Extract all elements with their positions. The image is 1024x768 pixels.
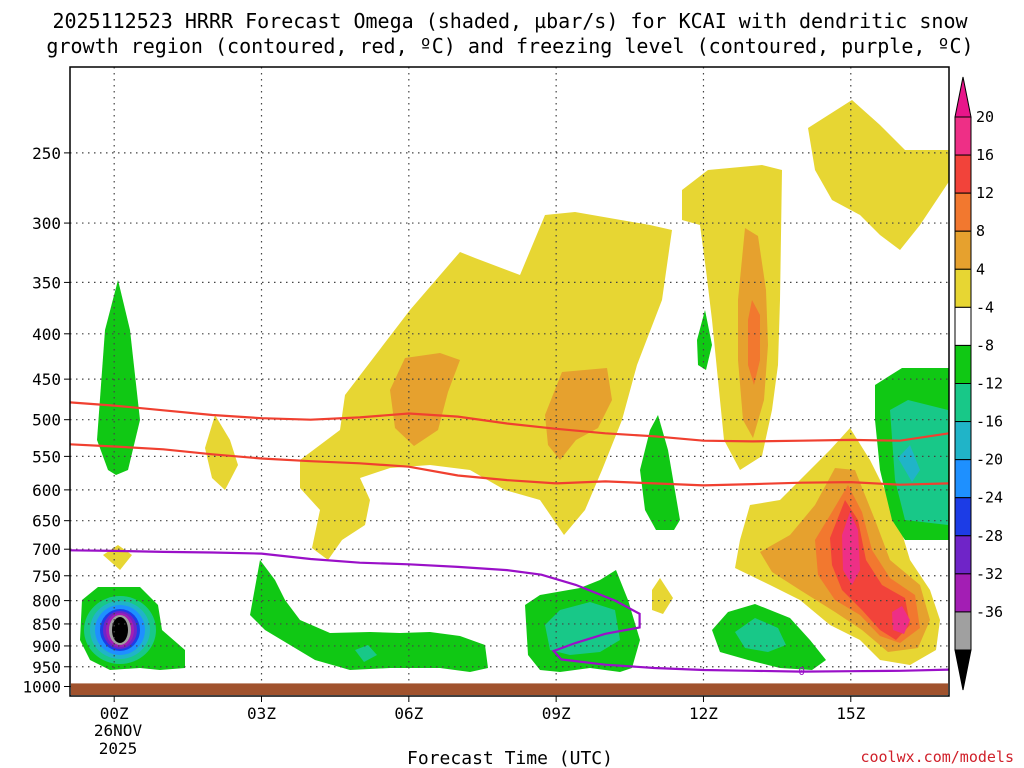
x-tick-label: 03Z	[247, 704, 276, 723]
y-tick-label: 350	[32, 273, 61, 292]
colorbar: 20 16 12 8 4 -4 -8 -12 -16 -20 -24 -28 -32 -36	[954, 76, 1003, 691]
colorbar-band	[954, 230, 972, 270]
y-tick-label: 600	[32, 481, 61, 500]
y-axis-ticks: 250 300 350 400 450 500 550 600 650 700 750 800 850 9…	[22, 144, 70, 696]
colorbar-band	[954, 497, 972, 537]
colorbar-tick-label: 8	[976, 222, 985, 240]
dgz-contour-upper	[70, 401, 949, 443]
omega-descent-surface-04z-teal	[355, 645, 377, 662]
omega-descent-00z-upper	[97, 280, 140, 475]
omega-ascent-upper-right	[808, 100, 949, 250]
colorbar-bottom-cap	[954, 649, 972, 691]
colorbar-tick-label: -4	[976, 298, 994, 316]
colorbar-tick-label: -36	[976, 603, 1003, 621]
omega-descent-11z	[640, 415, 680, 530]
omega-descent-12z	[697, 310, 712, 370]
y-tick-label: 450	[32, 370, 61, 389]
colorbar-band	[954, 421, 972, 461]
x-tick-label: 12Z	[689, 704, 718, 723]
omega-descent-right-teal	[890, 400, 948, 525]
x-tick-label: 00Z	[100, 704, 129, 723]
colorbar-band	[954, 154, 972, 194]
y-tick-label: 300	[32, 214, 61, 233]
omega-ascent-lower-right-magenta2	[892, 606, 910, 634]
x-tick-label: 06Z	[394, 704, 423, 723]
y-tick-label: 1000	[22, 677, 61, 696]
freezing-level-label: 0	[798, 665, 805, 678]
colorbar-band	[954, 116, 972, 156]
x-date-line2: 2025	[99, 739, 138, 758]
omega-descent-surface-09z-teal	[545, 602, 620, 655]
y-tick-label: 750	[32, 567, 61, 586]
colorbar-tick-label: 20	[976, 108, 994, 126]
omega-descent-surface-03z	[250, 560, 488, 672]
colorbar-tick-label: -24	[976, 489, 1003, 507]
colorbar-band	[954, 573, 972, 613]
colorbar-band	[954, 611, 972, 651]
ground-terrain	[71, 683, 948, 695]
x-axis-label: Forecast Time (UTC)	[407, 748, 613, 768]
plot-frame	[69, 66, 950, 697]
colorbar-band	[954, 459, 972, 499]
colorbar-tick-label: 12	[976, 184, 994, 202]
omega-ascent-orange-09z	[545, 368, 612, 460]
chart-title-line2: growth region (contoured, red, ºC) and f…	[46, 34, 973, 58]
colorbar-band	[954, 383, 972, 423]
x-tick-label: 09Z	[542, 704, 571, 723]
credit-text: coolwx.com/models	[860, 748, 1014, 766]
omega-ascent-patch-11z	[652, 578, 673, 614]
colorbar-band	[954, 306, 972, 346]
colorbar-tick-label: 4	[976, 260, 985, 278]
colorbar-tick-label: -32	[976, 565, 1003, 583]
colorbar-tick-label: -12	[976, 375, 1003, 393]
y-tick-label: 700	[32, 540, 61, 559]
y-tick-label: 500	[32, 411, 61, 430]
y-tick-label: 550	[32, 447, 61, 466]
colorbar-tick-label: -8	[976, 336, 994, 354]
colorbar-top-cap	[954, 76, 972, 118]
colorbar-band	[954, 192, 972, 232]
x-date-line1: 26NOV	[94, 721, 143, 740]
dgz-contours	[70, 401, 949, 487]
colorbar-tick-label: -16	[976, 413, 1003, 431]
chart-title-line1: 2025112523 HRRR Forecast Omega (shaded, …	[52, 9, 968, 33]
freezing-level-line	[70, 549, 949, 673]
colorbar-band	[954, 268, 972, 308]
colorbar-tick-label: -28	[976, 527, 1003, 545]
omega-ascent-orange-06z	[390, 353, 460, 446]
y-tick-label: 950	[32, 658, 61, 677]
y-tick-label: 800	[32, 592, 61, 611]
y-tick-label: 900	[32, 637, 61, 656]
dgz-contour-lower	[70, 443, 949, 487]
freezing-level-contour: 0	[70, 549, 949, 678]
omega-ascent-plume-13z-red	[748, 300, 760, 385]
colorbar-band	[954, 535, 972, 575]
x-axis-ticks: 00Z 03Z 06Z 09Z 12Z 15Z	[100, 696, 866, 723]
y-tick-label: 250	[32, 144, 61, 163]
x-tick-label: 15Z	[836, 704, 865, 723]
omega-descent-right-blue	[898, 445, 920, 482]
colorbar-tick-label: -20	[976, 451, 1003, 469]
omega-ascent-patch-02z	[205, 415, 238, 490]
omega-shading	[80, 100, 949, 672]
omega-descent-00z-core-black	[112, 617, 128, 643]
y-tick-label: 400	[32, 325, 61, 344]
y-tick-label: 850	[32, 615, 61, 634]
omega-ascent-region-main	[300, 212, 672, 560]
omega-descent-surface-12z-teal	[735, 618, 786, 652]
colorbar-band	[954, 344, 972, 384]
y-tick-label: 650	[32, 512, 61, 531]
colorbar-tick-label: 16	[976, 146, 994, 164]
